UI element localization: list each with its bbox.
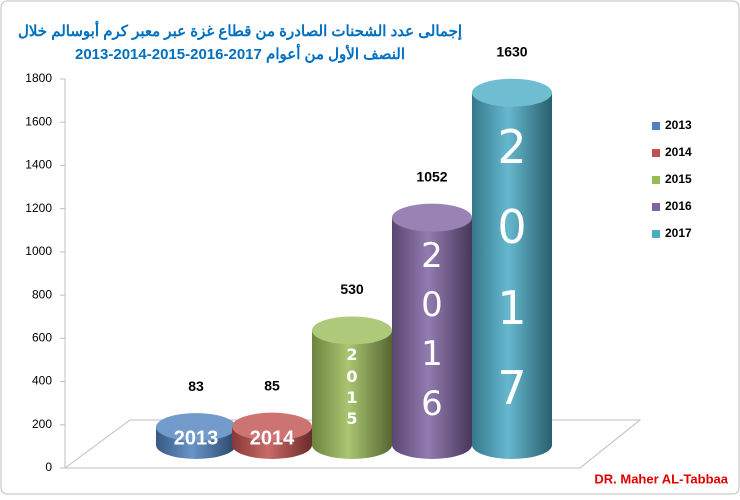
bar-category-label: 2014 <box>250 427 295 449</box>
y-tick-label: 1200 <box>25 201 52 215</box>
y-tick-label: 800 <box>32 287 52 301</box>
bar-top <box>472 78 552 107</box>
bar-category-label: 2015 <box>346 345 358 428</box>
y-tick-label: 1000 <box>25 244 52 258</box>
y-tick-label: 1600 <box>25 114 52 128</box>
bar-category-text: 2016 <box>421 235 443 424</box>
y-tick-label: 1800 <box>25 71 52 85</box>
value-label: 530 <box>340 281 364 297</box>
bar <box>472 92 552 445</box>
value-label: 1052 <box>416 168 447 184</box>
bar-top <box>312 316 392 345</box>
legend-swatch <box>652 176 660 184</box>
chart-title: إجمالى عدد الشحنات الصادرة من قطاع غزة ع… <box>18 20 462 40</box>
legend-swatch <box>652 230 660 238</box>
legend-label: 2013 <box>665 118 692 132</box>
bar-category-label: 2013 <box>174 427 219 449</box>
legend-label: 2014 <box>665 145 692 159</box>
legend-swatch <box>652 203 660 211</box>
legend-label: 2017 <box>665 226 692 240</box>
chart-subtitle: النصف الأول من أعوام 2017-2016-2015-2014… <box>75 43 405 63</box>
bar-category-label: 2016 <box>421 235 443 424</box>
credit: DR. Maher AL-Tabbaa <box>594 471 728 486</box>
bar-top <box>156 413 236 442</box>
y-tick-label: 600 <box>32 331 52 345</box>
value-label: 85 <box>264 377 280 393</box>
y-tick-label: 200 <box>32 417 52 431</box>
legend-swatch <box>652 149 660 157</box>
bar-category-text: 2015 <box>346 345 358 428</box>
value-label: 1630 <box>496 43 527 59</box>
legend-label: 2015 <box>665 172 692 186</box>
bar <box>392 217 472 445</box>
bar-category-text: 2017 <box>497 119 527 416</box>
bar-top <box>232 412 312 441</box>
legend-label: 2016 <box>665 199 692 213</box>
legend-swatch <box>652 122 660 130</box>
y-tick-label: 1400 <box>25 158 52 172</box>
bar-top <box>392 203 472 232</box>
value-label: 83 <box>188 378 204 394</box>
y-tick-label: 400 <box>32 374 52 388</box>
bar-category-label: 2017 <box>497 119 527 416</box>
bar <box>312 330 392 445</box>
y-tick-label: 0 <box>45 460 52 474</box>
